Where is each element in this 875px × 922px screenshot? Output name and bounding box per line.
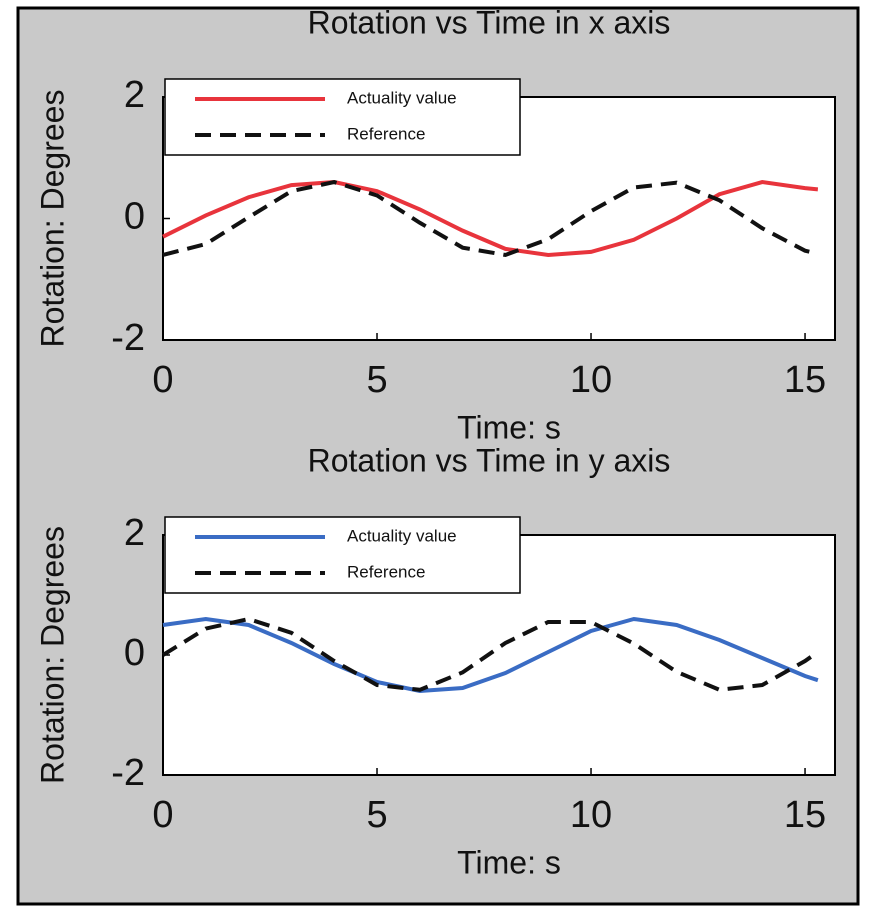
chart-title: Rotation vs Time in y axis <box>308 442 671 478</box>
x-tick-label: 5 <box>366 359 387 401</box>
data-line <box>162 180 819 257</box>
y-axis-label: Rotation: Degrees <box>34 90 70 348</box>
y-tick-label: 0 <box>124 196 145 238</box>
y-axis-label: Rotation: Degrees <box>34 526 70 784</box>
legend-box <box>164 78 521 156</box>
data-line <box>162 616 819 694</box>
legend-box <box>164 516 521 594</box>
legend-label: Actuality value <box>347 88 457 107</box>
x-tick-label: 5 <box>366 794 387 836</box>
y-tick-label: 0 <box>124 632 145 674</box>
x-tick-label: 15 <box>784 359 826 401</box>
x-tick-label: 10 <box>570 794 612 836</box>
x-tick-label: 0 <box>152 359 173 401</box>
x-tick-label: 0 <box>152 794 173 836</box>
x-tick-label: 15 <box>784 794 826 836</box>
data-line <box>161 616 820 692</box>
y-tick-label: -2 <box>111 317 145 359</box>
y-tick-label: -2 <box>111 752 145 794</box>
chart-title: Rotation vs Time in x axis <box>308 4 671 40</box>
x-axis-label: Time: s <box>457 844 561 880</box>
y-tick-label: 2 <box>124 74 145 116</box>
legend-label: Reference <box>347 562 425 581</box>
y-tick-label: 2 <box>124 512 145 554</box>
legend-label: Reference <box>347 124 425 143</box>
legend-label: Actuality value <box>347 526 457 545</box>
x-tick-label: 10 <box>570 359 612 401</box>
data-line <box>162 179 819 258</box>
x-axis-label: Time: s <box>457 409 561 445</box>
